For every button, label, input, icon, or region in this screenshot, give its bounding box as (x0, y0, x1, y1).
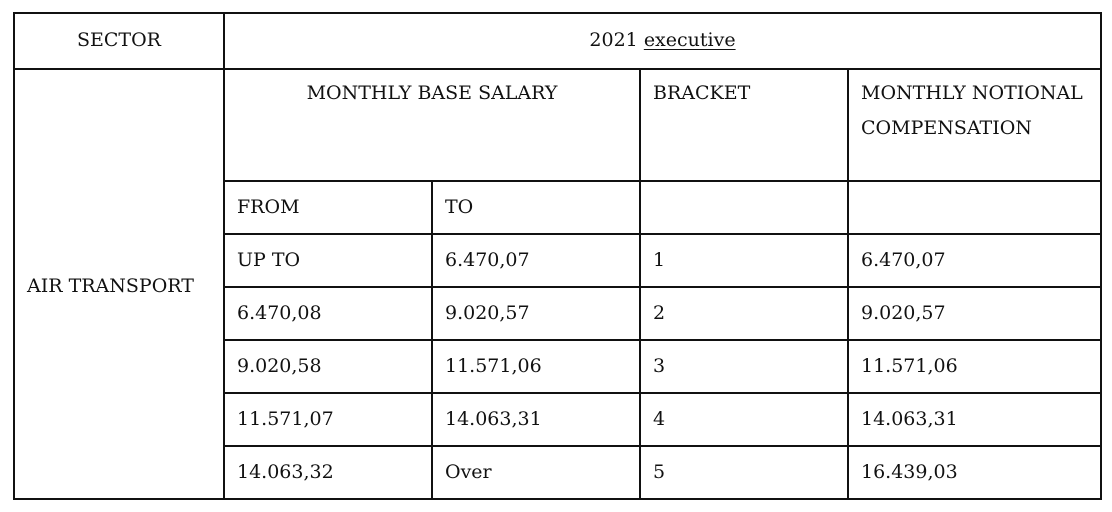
sector-header-cell: SECTOR (13, 12, 225, 70)
bracket-cell: 3 (639, 339, 849, 394)
notional-header-line1: MONTHLY NOTIONAL (861, 82, 1083, 104)
to-cell: 11.571,06 (431, 339, 641, 394)
compensation-cell: 9.020,57 (847, 286, 1102, 341)
compensation-cell: 11.571,06 (847, 339, 1102, 394)
bracket-cell: 4 (639, 392, 849, 447)
empty-cell (639, 180, 849, 235)
to-cell: 14.063,31 (431, 392, 641, 447)
table-row: UP TO 6.470,07 1 6.470,07 (14, 233, 1102, 288)
from-cell: 11.571,07 (223, 392, 433, 447)
bracket-cell: 1 (639, 233, 849, 288)
base-salary-header-cell: MONTHLY BASE SALARY (223, 68, 641, 182)
from-cell: 6.470,08 (223, 286, 433, 341)
table-row: 14.063,32 Over 5 16.439,03 (14, 445, 1102, 500)
notional-header-cell: MONTHLY NOTIONAL COMPENSATION (847, 68, 1102, 182)
year-header-cell: 2021 executive (223, 12, 1102, 70)
compensation-table: SECTOR 2021 executive AIR TRANSPORT MONT… (13, 12, 1102, 500)
table-row: 6.470,08 9.020,57 2 9.020,57 (14, 286, 1102, 341)
notional-header-line2: COMPENSATION (861, 117, 1032, 140)
sector-name: AIR TRANSPORT (27, 275, 194, 298)
bracket-cell: 2 (639, 286, 849, 341)
sector-cell: AIR TRANSPORT (13, 68, 225, 500)
to-cell: 9.020,57 (431, 286, 641, 341)
to-cell: 6.470,07 (431, 233, 641, 288)
from-cell: 9.020,58 (223, 339, 433, 394)
bracket-header-cell: BRACKET (639, 68, 849, 182)
to-cell: Over (431, 445, 641, 500)
bracket-header: BRACKET (653, 82, 751, 104)
sector-header-label: SECTOR (77, 29, 161, 52)
to-header-cell: TO (431, 180, 641, 235)
base-salary-header: MONTHLY BASE SALARY (306, 82, 558, 104)
compensation-cell: 6.470,07 (847, 233, 1102, 288)
from-cell: 14.063,32 (223, 445, 433, 500)
header-row-2: AIR TRANSPORT MONTHLY BASE SALARY BRACKE… (13, 68, 1102, 500)
from-cell: UP TO (223, 233, 433, 288)
header-row-3: FROM TO (14, 180, 1102, 235)
compensation-cell: 16.439,03 (847, 445, 1102, 500)
header-row-1: SECTOR 2021 executive (13, 12, 1102, 70)
to-header: TO (445, 195, 474, 218)
year-label: 2021 (589, 29, 638, 52)
category-label: executive (643, 29, 736, 52)
from-header: FROM (237, 195, 300, 218)
empty-cell (847, 180, 1102, 235)
table-row: 11.571,07 14.063,31 4 14.063,31 (14, 392, 1102, 447)
compensation-cell: 14.063,31 (847, 392, 1102, 447)
from-header-cell: FROM (223, 180, 433, 235)
table-row: 9.020,58 11.571,06 3 11.571,06 (14, 339, 1102, 394)
bracket-cell: 5 (639, 445, 849, 500)
